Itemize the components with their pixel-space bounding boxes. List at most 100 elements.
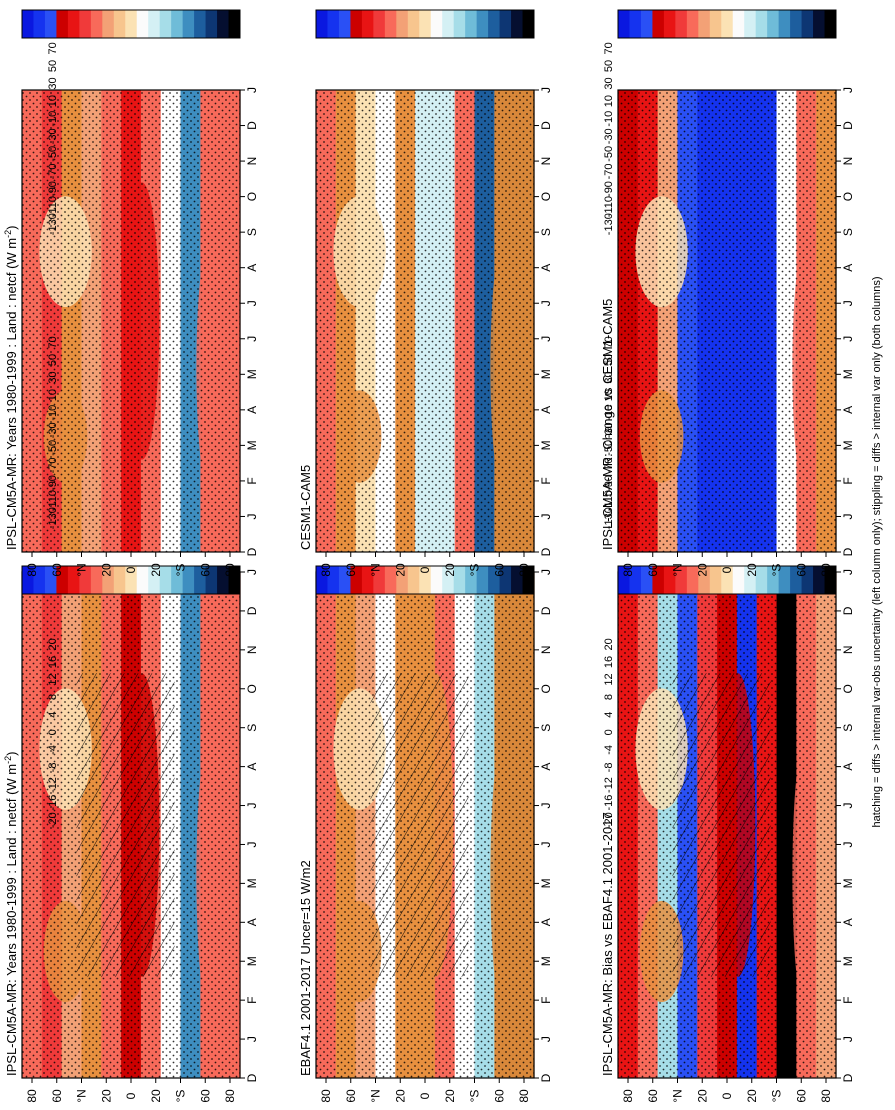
colorbar-label: -50: [603, 146, 615, 162]
y-tick-label: °S: [468, 564, 482, 577]
y-tick-label: 80: [25, 563, 39, 577]
colorbar-swatch: [228, 566, 241, 594]
colorbar-label: -30: [603, 422, 615, 438]
x-tick-label: S: [245, 724, 259, 732]
colorbar-swatch: [407, 10, 420, 38]
colorbar-label: -130: [47, 507, 59, 529]
colorbar-swatch: [824, 10, 837, 38]
x-tick-label: D: [245, 606, 259, 615]
x-tick-label: D: [539, 1073, 553, 1082]
x-tick-label: F: [245, 996, 259, 1003]
colorbar-swatch: [205, 566, 218, 594]
x-tick-label: J: [539, 841, 553, 847]
colorbar-label: 70: [47, 336, 59, 348]
colorbar-label: -110: [47, 490, 59, 511]
colorbar-swatch: [33, 566, 46, 594]
colorbar-label: -70: [47, 163, 59, 179]
x-tick-label: S: [539, 228, 553, 236]
y-tick-label: 20: [99, 1089, 113, 1103]
colorbar-swatch: [396, 566, 409, 594]
colorbar-swatch: [499, 10, 512, 38]
colorbar-swatch: [709, 566, 722, 594]
x-tick-label: M: [245, 440, 259, 450]
colorbar-swatch: [79, 566, 92, 594]
y-tick-label: 0: [720, 566, 734, 573]
x-tick-label: M: [245, 369, 259, 379]
colorbar-label: -30: [603, 128, 615, 144]
colorbar-swatch: [171, 566, 184, 594]
x-tick-label: D: [539, 547, 553, 556]
x-tick-label: D: [539, 606, 553, 615]
x-tick-label: A: [245, 918, 259, 926]
y-tick-label: 80: [621, 563, 635, 577]
y-tick-label: 80: [819, 1089, 833, 1103]
panel-bottom-right: D J F M A M J J A S O N D J 80 60 °N 20 0 20 °S 60 80 IPSL-CM5A…: [600, 87, 855, 577]
colorbar-swatch: [384, 10, 397, 38]
colorbar-frame: [21, 9, 241, 39]
y-tick-label: 20: [695, 563, 709, 577]
colorbar-label: -130: [603, 213, 615, 235]
y-tick-label: 60: [198, 1089, 212, 1103]
y-tick-label: 60: [50, 1089, 64, 1103]
x-tick-label: M: [841, 956, 855, 966]
colorbar-swatch: [125, 566, 138, 594]
colorbar-label: 70: [47, 42, 59, 54]
x-tick-label: J: [539, 87, 553, 93]
colorbar-swatch: [675, 566, 688, 594]
x-tick-label: A: [539, 264, 553, 272]
x-tick-label: M: [841, 369, 855, 379]
panel-title: EBAF4.1 2001-2017 Uncer=15 W/m2: [298, 860, 313, 1076]
colorbar-frame: [617, 9, 837, 39]
colorbar-swatch: [90, 10, 103, 38]
colorbar-swatch: [148, 10, 161, 38]
colorbar-swatch: [640, 10, 653, 38]
y-tick-label: °N: [75, 1089, 89, 1102]
y-tick-label: 20: [443, 563, 457, 577]
colorbar-swatch: [709, 10, 722, 38]
x-tick-label: J: [841, 87, 855, 93]
x-tick-label: N: [841, 157, 855, 166]
colorbar-label: -10: [47, 405, 59, 421]
colorbar-swatch: [56, 10, 69, 38]
x-tick-label: S: [539, 724, 553, 732]
x-tick-label: J: [539, 336, 553, 342]
y-tick-label: °N: [671, 1089, 685, 1102]
y-tick-label: 20: [745, 563, 759, 577]
colorbar-label: 4: [603, 712, 615, 718]
colorbar-swatch: [361, 10, 374, 38]
colorbar-swatch: [686, 10, 699, 38]
y-tick-label: °S: [468, 1090, 482, 1103]
panel-title-main: IPSL-CM5A-MR: Years 1980-1999 : Land : n…: [4, 238, 19, 550]
x-tick-label: J: [245, 300, 259, 306]
x-tick-label: N: [539, 646, 553, 655]
colorbar-label: -90: [603, 181, 615, 197]
x-tick-label: J: [841, 1036, 855, 1042]
colorbar-swatch: [629, 10, 642, 38]
colorbar-swatch: [396, 10, 409, 38]
colorbar-label: 50: [47, 60, 59, 72]
colorbar-label: -30: [47, 128, 59, 144]
y-tick-label: °S: [770, 1090, 784, 1103]
x-tick-label: S: [841, 724, 855, 732]
y-tick-label: 80: [223, 563, 237, 577]
y-tick-label: 80: [223, 1089, 237, 1103]
colorbar-label: 70: [603, 42, 615, 54]
colorbar-swatch: [217, 566, 230, 594]
colorbar-swatch: [419, 10, 432, 38]
colorbar-label: -10: [603, 405, 615, 421]
y-tick-label: 80: [319, 1089, 333, 1103]
colorbar-frame: [315, 565, 535, 595]
x-tick-label: F: [539, 996, 553, 1003]
colorbar-swatch: [465, 10, 478, 38]
colorbar-frame: [21, 565, 241, 595]
colorbar-swatch: [488, 566, 501, 594]
x-tick-label: J: [245, 87, 259, 93]
colorbar-swatch: [350, 10, 363, 38]
x-tick-label: S: [245, 228, 259, 236]
y-tick-label: 20: [149, 1089, 163, 1103]
x-tick-label: M: [245, 878, 259, 888]
colorbar-label: -20: [603, 812, 615, 828]
y-tick-label: 0: [720, 1092, 734, 1099]
colorbar-swatch: [698, 566, 711, 594]
y-tick-label: 60: [794, 563, 808, 577]
